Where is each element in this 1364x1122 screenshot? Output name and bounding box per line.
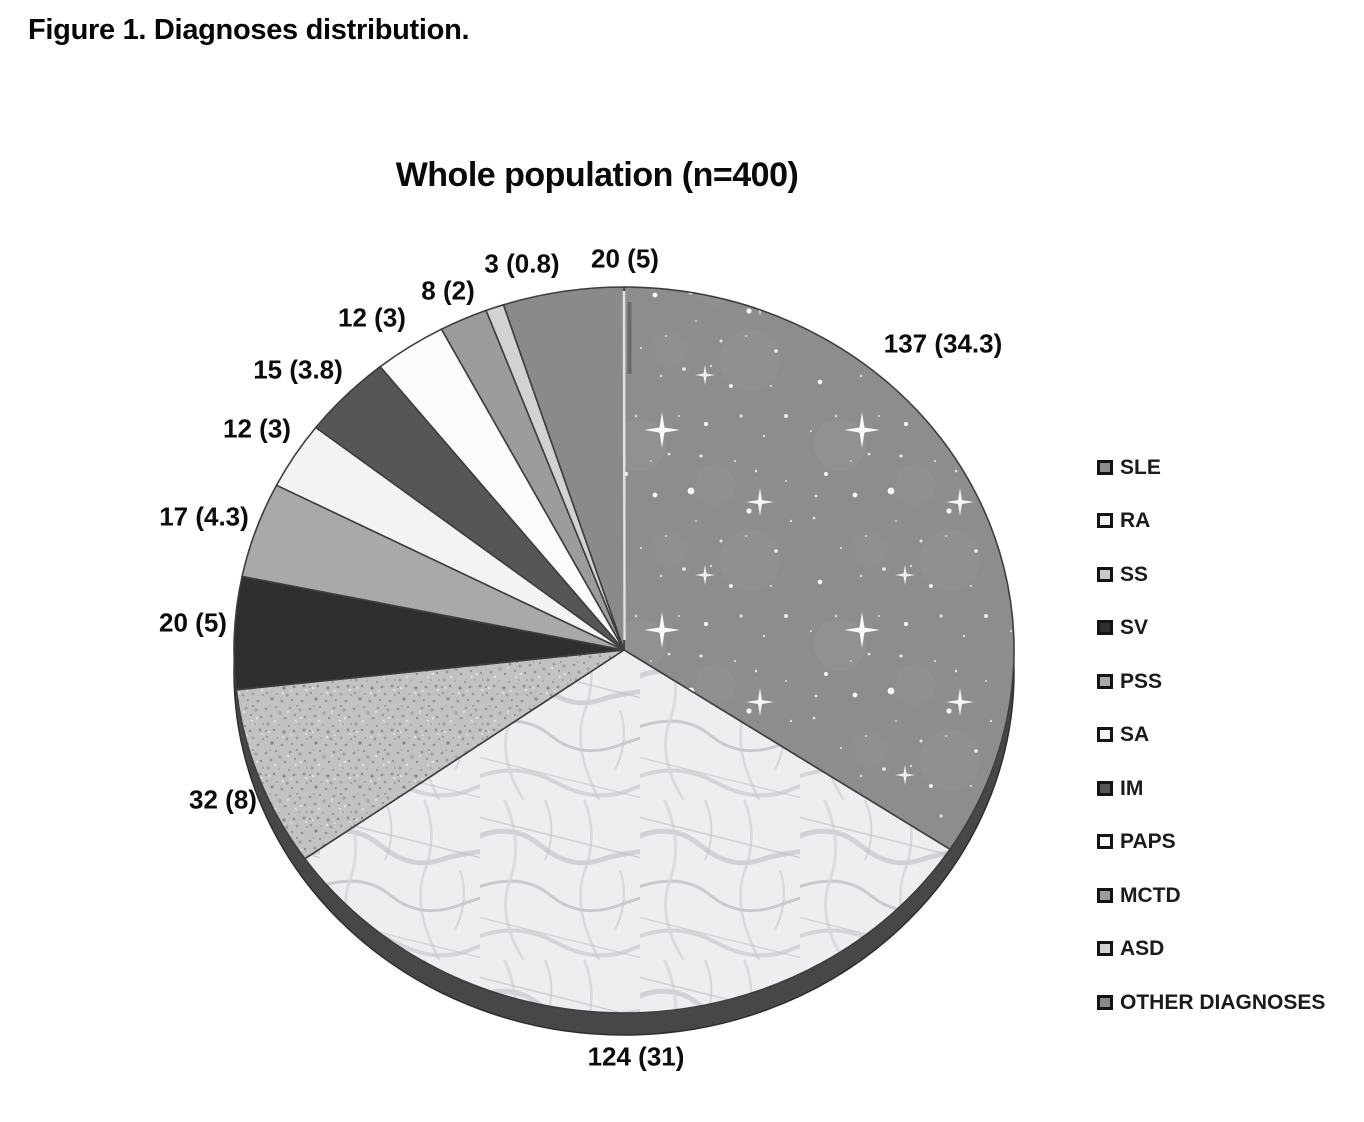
legend-item-pss: PSS [1097, 669, 1325, 693]
legend-item-paps: PAPS [1097, 830, 1325, 854]
pie-slice-other-diagnoses [502, 286, 625, 651]
legend-label: SV [1120, 616, 1149, 639]
legend-item-other-diagnoses: OTHER DIAGNOSES [1097, 990, 1325, 1014]
slice-label-pss: 17 (4.3) [159, 501, 249, 532]
legend-swatch-icon [1097, 566, 1113, 582]
legend-swatch-icon [1097, 620, 1113, 635]
legend-label: MCTD [1120, 883, 1181, 907]
legend-label: SS [1120, 562, 1149, 586]
legend-label: PSS [1120, 669, 1163, 693]
chart-title: Whole population (n=400) [395, 156, 799, 194]
slice-label-asd: 3 (0.8) [484, 248, 560, 279]
legend-item-im: IM [1097, 776, 1325, 800]
legend-swatch-icon [1097, 941, 1113, 956]
slice-label-sv: 20 (5) [159, 607, 227, 638]
slice-label-ss: 32 (8) [189, 784, 257, 815]
legend-swatch-icon [1097, 780, 1113, 796]
legend-item-sa: SA [1097, 723, 1325, 747]
slice-label-ra: 124 (31) [587, 1041, 685, 1072]
legend-swatch-icon [1097, 834, 1113, 849]
legend-item-ra: RA [1097, 509, 1325, 533]
pie-slice-ss [235, 649, 625, 860]
slice-label-paps: 12 (3) [338, 302, 406, 333]
legend-item-asd: ASD [1097, 937, 1325, 961]
legend-label: OTHER DIAGNOSES [1120, 990, 1326, 1014]
legend-item-mctd: MCTD [1097, 883, 1325, 907]
legend-label: RA [1120, 509, 1151, 532]
legend-swatch-icon [1097, 887, 1113, 903]
legend-label: ASD [1120, 937, 1165, 960]
slice-label-sa: 12 (3) [223, 413, 291, 444]
slice-label-mctd: 8 (2) [421, 275, 475, 306]
legend-label: SA [1120, 723, 1150, 746]
pie-slice-ra [303, 649, 952, 1014]
pie-top-seam [622, 290, 632, 641]
slice-label-sle: 137 (34.3) [883, 328, 1003, 359]
legend-swatch-icon [1097, 673, 1113, 689]
legend-swatch-icon [1097, 513, 1113, 528]
figure-caption: Figure 1. Diagnoses distribution. [28, 14, 470, 46]
legend-item-ss: SS [1097, 562, 1325, 586]
pie-slices [233, 286, 1015, 1014]
legend: SLE RA SS SV PSS SA IM PAPS MCTD ASD OTHER DIAGNOS… [1097, 455, 1325, 1014]
legend-swatch-icon [1097, 459, 1113, 475]
slice-label-im: 15 (3.8) [253, 354, 343, 385]
legend-item-sv: SV [1097, 616, 1325, 640]
legend-swatch-icon [1097, 727, 1113, 742]
legend-label: SLE [1120, 455, 1161, 479]
legend-label: PAPS [1120, 830, 1176, 853]
slice-label-other-diagnoses: 20 (5) [591, 243, 659, 274]
legend-swatch-icon [1097, 994, 1113, 1010]
legend-item-sle: SLE [1097, 455, 1325, 479]
legend-label: IM [1120, 776, 1144, 800]
